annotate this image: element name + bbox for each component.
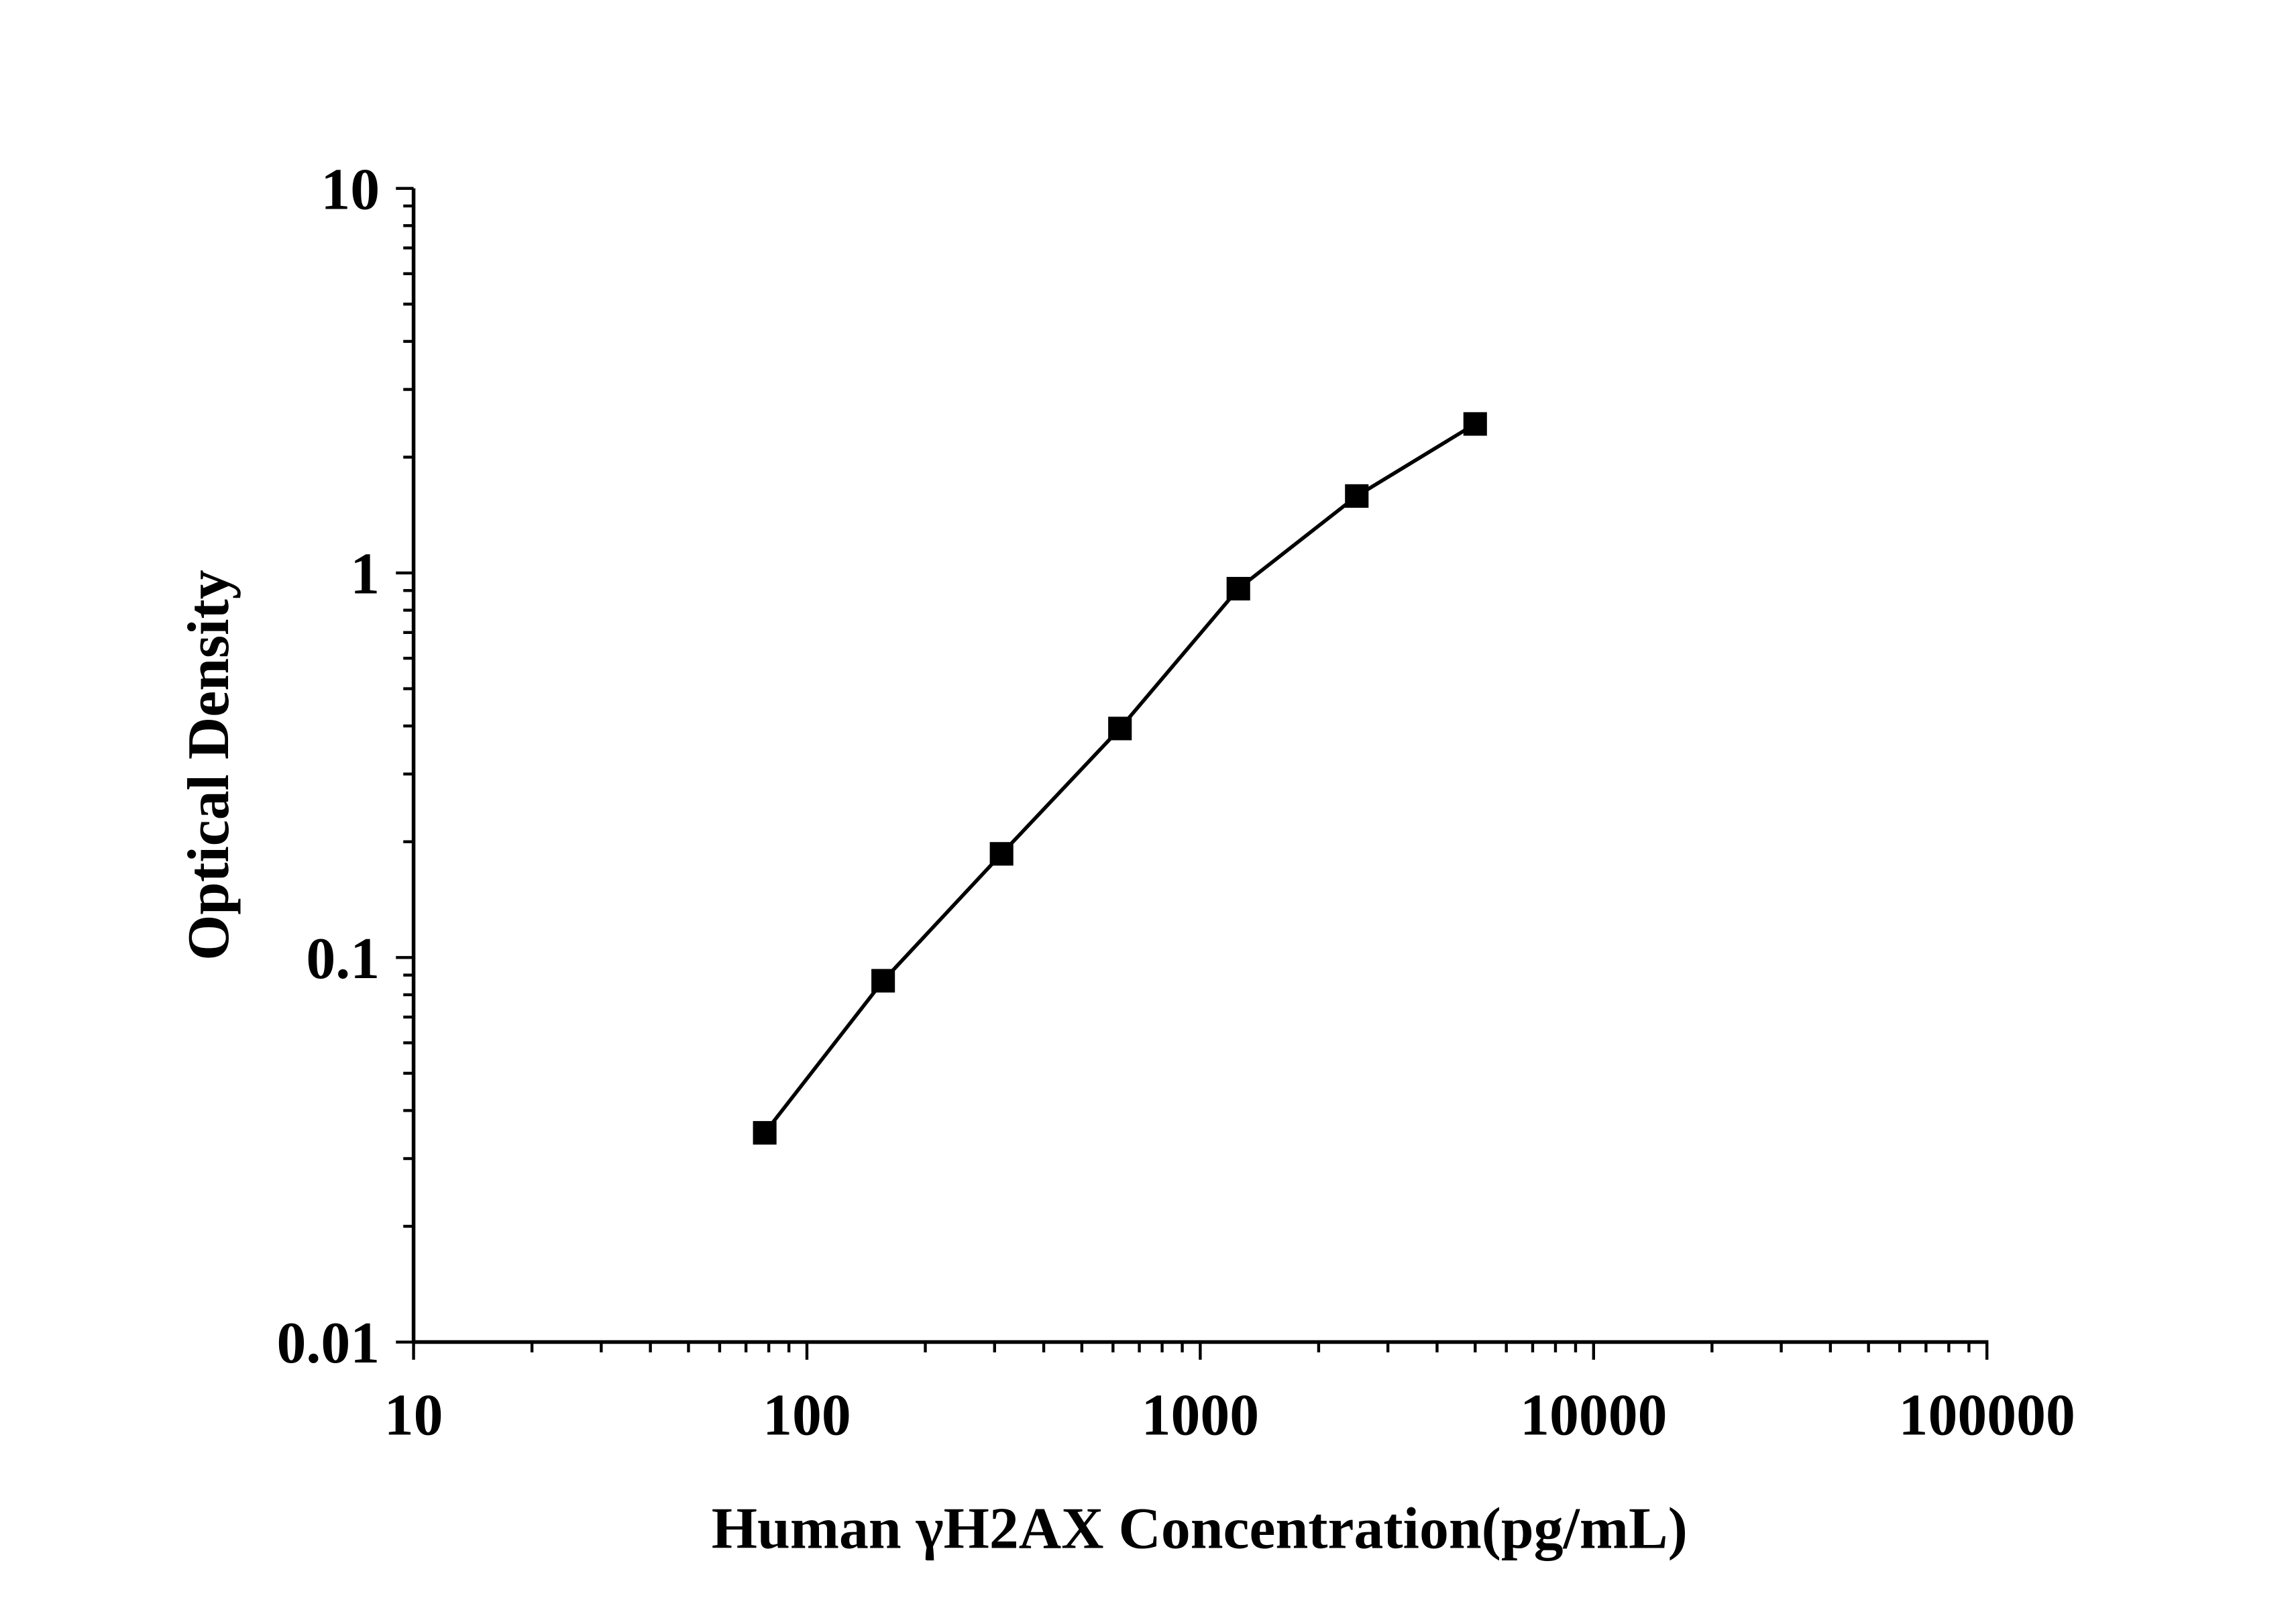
x-tick-label: 100000 <box>1899 1383 2075 1448</box>
y-tick-label: 0.1 <box>306 926 380 991</box>
y-axis-label: Optical Density <box>176 570 241 961</box>
axes <box>396 186 1989 1360</box>
data-point <box>1463 412 1487 436</box>
x-tick-label: 1000 <box>1142 1383 1260 1448</box>
data-point <box>989 842 1014 866</box>
y-tick-label: 0.01 <box>277 1310 380 1375</box>
data-point <box>1345 484 1369 508</box>
series-line <box>763 422 1476 1134</box>
x-tick-label: 10 <box>384 1383 443 1448</box>
data-point <box>1226 576 1250 601</box>
data-point <box>871 969 895 993</box>
plot-area <box>753 412 1487 1145</box>
y-tick-label: 10 <box>321 156 380 221</box>
tick-labels: 10 100 1000 10000 100000 0.01 0.1 1 10 <box>277 156 2075 1447</box>
y-tick-label: 1 <box>350 541 380 606</box>
x-tick-label: 100 <box>763 1383 851 1448</box>
x-axis-label: Human γH2AX Concentration(pg/mL) <box>712 1496 1688 1561</box>
data-point <box>1108 716 1132 741</box>
x-tick-label: 10000 <box>1520 1383 1667 1448</box>
data-point <box>753 1121 777 1145</box>
